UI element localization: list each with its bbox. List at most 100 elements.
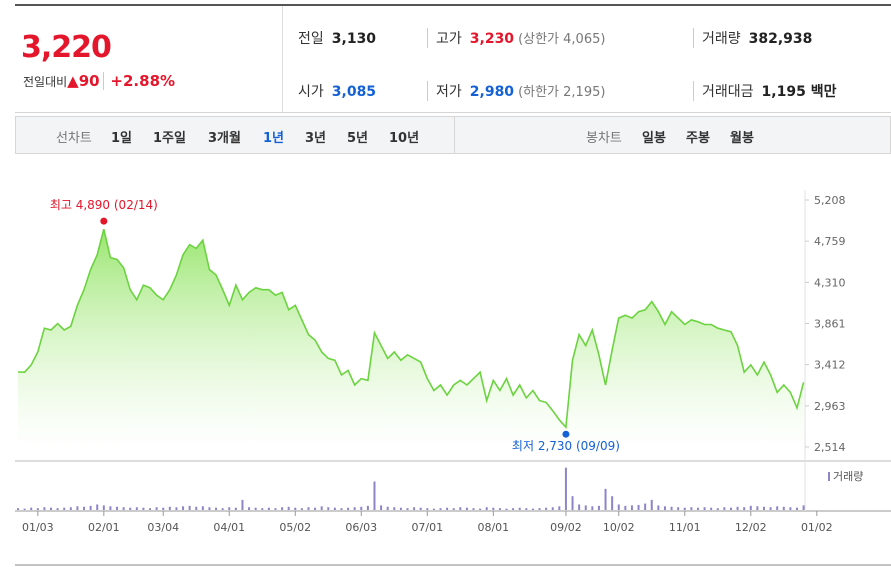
change-label: 전일대비 [23, 75, 68, 89]
volume-bar [571, 496, 574, 510]
volume-bar [782, 506, 785, 510]
legend-label: 거래량 [833, 470, 863, 483]
volume-bar [274, 508, 277, 510]
volume-bar [683, 507, 686, 510]
volume-bar [650, 499, 653, 510]
item-label: 시가 [298, 84, 324, 100]
y-tick-label: 4,759 [814, 235, 846, 248]
price-line [17, 229, 805, 430]
volume-bar [195, 506, 198, 510]
volume-bar [525, 508, 528, 510]
volume-bar [736, 506, 739, 510]
volume-bar [109, 506, 112, 510]
volume-bar [518, 507, 521, 510]
volume-bar [149, 508, 152, 510]
quote-item: 시가 3,085 [298, 81, 376, 101]
quote-item: 저가 2,980 (하한가 2,195) [427, 81, 605, 101]
quote-item: 고가 3,230 (상한가 4,065) [427, 28, 605, 48]
volume-bar [168, 506, 171, 510]
volume-bar [630, 505, 633, 510]
volume-bar [30, 507, 33, 510]
volume-bar [756, 506, 759, 510]
period-tab[interactable]: 1일 [111, 131, 133, 146]
period-tab[interactable]: 3년 [305, 131, 327, 146]
volume-bar [769, 507, 772, 510]
volume-bar [597, 505, 600, 510]
period-tab[interactable]: 5년 [347, 131, 369, 146]
x-tick-label: 08/01 [477, 521, 509, 534]
volume-bar [505, 508, 508, 510]
item-value: 3,085 [331, 84, 377, 100]
period-tab[interactable]: 1주일 [153, 131, 186, 146]
volume-bar [802, 505, 805, 510]
volume-bar [96, 504, 99, 510]
candle-tab[interactable]: 주봉 [686, 131, 710, 146]
volume-bar [69, 507, 72, 510]
volume-bar [281, 507, 284, 510]
item-value: 3,230 [469, 31, 515, 47]
item-value: 1,195 백만 [761, 84, 837, 100]
volume-bar [17, 508, 19, 510]
x-tick-label: 01/02 [801, 521, 833, 534]
item-extra: (하한가 2,195) [518, 85, 606, 100]
volume-bar [723, 507, 726, 510]
x-tick-label: 06/03 [345, 521, 377, 534]
x-tick-label: 04/01 [213, 521, 245, 534]
legend-swatch [828, 472, 830, 481]
volume-bar [617, 504, 620, 510]
volume-bar [413, 507, 416, 510]
quote-item: 거래량 382,938 [693, 28, 812, 48]
volume-bar [591, 506, 594, 510]
y-tick-label: 2,514 [814, 441, 846, 454]
volume-bar [320, 506, 323, 510]
candle-tab[interactable]: 월봉 [730, 131, 754, 146]
volume-bar [637, 504, 640, 510]
item-value: 382,938 [748, 31, 813, 47]
candle-tab[interactable]: 일봉 [642, 131, 666, 146]
volume-bar [716, 508, 719, 510]
tab-group-label: 선차트 [56, 131, 92, 146]
volume-bar [248, 507, 251, 510]
volume-bar [201, 506, 204, 510]
volume-bar [393, 507, 396, 510]
period-tab[interactable]: 10년 [389, 131, 420, 146]
volume-bar [749, 505, 752, 510]
volume-bar [710, 507, 713, 510]
volume-bar [644, 503, 647, 510]
period-tab[interactable]: 1년 [263, 131, 285, 146]
y-tick-label: 3,861 [814, 318, 846, 331]
volume-bar [670, 506, 673, 510]
extreme-marker [562, 430, 570, 438]
item-extra: (상한가 4,065) [518, 32, 606, 47]
annotation: 최고 4,890 (02/14) [50, 198, 158, 212]
volume-bar [558, 506, 561, 510]
volume-bar [135, 507, 138, 510]
volume-bar [762, 506, 765, 510]
volume-bar [83, 506, 86, 510]
volume-bar [485, 507, 488, 510]
volume-bar [221, 508, 224, 510]
volume-bar [604, 488, 607, 510]
volume-bar [129, 507, 132, 510]
volume-bar [300, 508, 303, 510]
volume-bar [241, 499, 244, 510]
volume-bar [116, 506, 119, 510]
volume-bar [432, 508, 435, 510]
volume-bar [465, 507, 468, 510]
x-tick-label: 10/02 [603, 521, 635, 534]
volume-bar [498, 508, 501, 510]
volume-bar [564, 467, 567, 510]
volume-bar [122, 507, 125, 510]
volume-bar [406, 508, 409, 510]
volume-bar [386, 506, 389, 510]
period-tab[interactable]: 3개월 [208, 131, 241, 146]
x-tick-label: 05/02 [279, 521, 311, 534]
volume-bar [380, 505, 383, 510]
volume-bar [479, 508, 482, 510]
volume-bar [162, 507, 165, 510]
volume-bar [43, 507, 46, 510]
volume-bar [50, 507, 53, 510]
volume-bar [234, 507, 237, 510]
volume-bar [373, 481, 376, 510]
